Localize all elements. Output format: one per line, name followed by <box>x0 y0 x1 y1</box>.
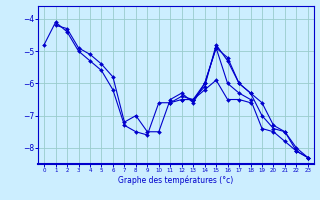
X-axis label: Graphe des températures (°c): Graphe des températures (°c) <box>118 176 234 185</box>
